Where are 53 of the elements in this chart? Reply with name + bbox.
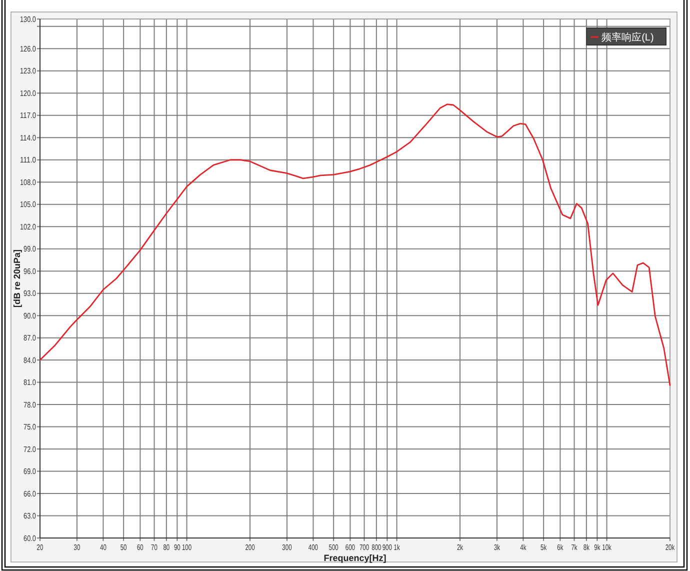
x-tick-label: 2k bbox=[456, 543, 466, 552]
y-tick-label: 99.0 bbox=[24, 244, 40, 254]
y-tick-label: 96.0 bbox=[24, 266, 40, 276]
y-tick-label: 93.0 bbox=[24, 289, 40, 298]
y-tick-label: 75.0 bbox=[24, 422, 40, 432]
y-tick-label: 114.0 bbox=[20, 133, 40, 142]
y-tick-label: 87.0 bbox=[24, 334, 40, 343]
x-tick-label: 8k bbox=[583, 543, 592, 552]
x-tick-label: 4k bbox=[520, 543, 529, 552]
y-tick-label: 123.0 bbox=[20, 66, 40, 76]
legend-label: 频率响应(L) bbox=[602, 32, 654, 44]
y-tick-label: 108.0 bbox=[20, 178, 40, 187]
y-tick-label: 81.0 bbox=[24, 378, 40, 388]
x-tick-label: 20k bbox=[665, 543, 678, 552]
x-tick-label: 400 bbox=[308, 543, 322, 552]
y-axis-title: [dB re 20uPa] bbox=[12, 249, 22, 308]
y-tick-label: 60.0 bbox=[24, 534, 40, 543]
y-tick-label: 120.0 bbox=[20, 88, 40, 98]
x-tick-label: 5k bbox=[540, 543, 549, 552]
x-tick-label: 30 bbox=[74, 543, 83, 552]
y-tick-label: 90.0 bbox=[24, 311, 40, 320]
x-tick-label: 200 bbox=[245, 543, 259, 552]
x-tick-label: 70 bbox=[151, 543, 160, 552]
x-tick-label: 80 bbox=[163, 543, 172, 552]
y-tick-label: 105.0 bbox=[20, 200, 40, 210]
x-tick-label: 50 bbox=[120, 543, 130, 552]
x-tick-label: 3k bbox=[494, 543, 502, 552]
x-tick-label: 20 bbox=[36, 543, 46, 552]
x-tick-label: 700 bbox=[359, 543, 373, 552]
y-tick-label: 63.0 bbox=[24, 512, 40, 521]
y-tick-label: 69.0 bbox=[24, 467, 40, 476]
y-tick-label: 102.0 bbox=[20, 222, 40, 232]
y-tick-label: 78.0 bbox=[24, 400, 40, 410]
x-axis-title: Frequency[Hz] bbox=[324, 553, 386, 563]
x-tick-label: 600 bbox=[345, 543, 359, 552]
y-tick-label: 84.0 bbox=[24, 356, 40, 365]
y-tick-label: 117.0 bbox=[20, 111, 40, 120]
y-tick-label: 130.0 bbox=[20, 14, 40, 24]
x-tick-label: 500 bbox=[328, 543, 342, 552]
x-tick-label: 40 bbox=[100, 543, 109, 552]
x-tick-label: 7k bbox=[571, 543, 580, 552]
x-tick-label: 90 bbox=[174, 543, 183, 552]
x-tick-label: 10k bbox=[602, 543, 616, 552]
x-tick-label: 6k bbox=[557, 543, 566, 552]
x-tick-label: 9k bbox=[594, 543, 603, 552]
y-tick-label: 66.0 bbox=[24, 489, 40, 498]
x-tick-label: 100 bbox=[182, 543, 196, 552]
y-tick-label: 126.0 bbox=[20, 44, 40, 54]
x-tick-label: 300 bbox=[282, 543, 296, 552]
x-tick-label: 1k bbox=[394, 543, 402, 552]
y-tick-label: 72.0 bbox=[24, 444, 40, 454]
y-tick-label: 111.0 bbox=[20, 156, 39, 165]
x-tick-label: 60 bbox=[136, 543, 146, 552]
